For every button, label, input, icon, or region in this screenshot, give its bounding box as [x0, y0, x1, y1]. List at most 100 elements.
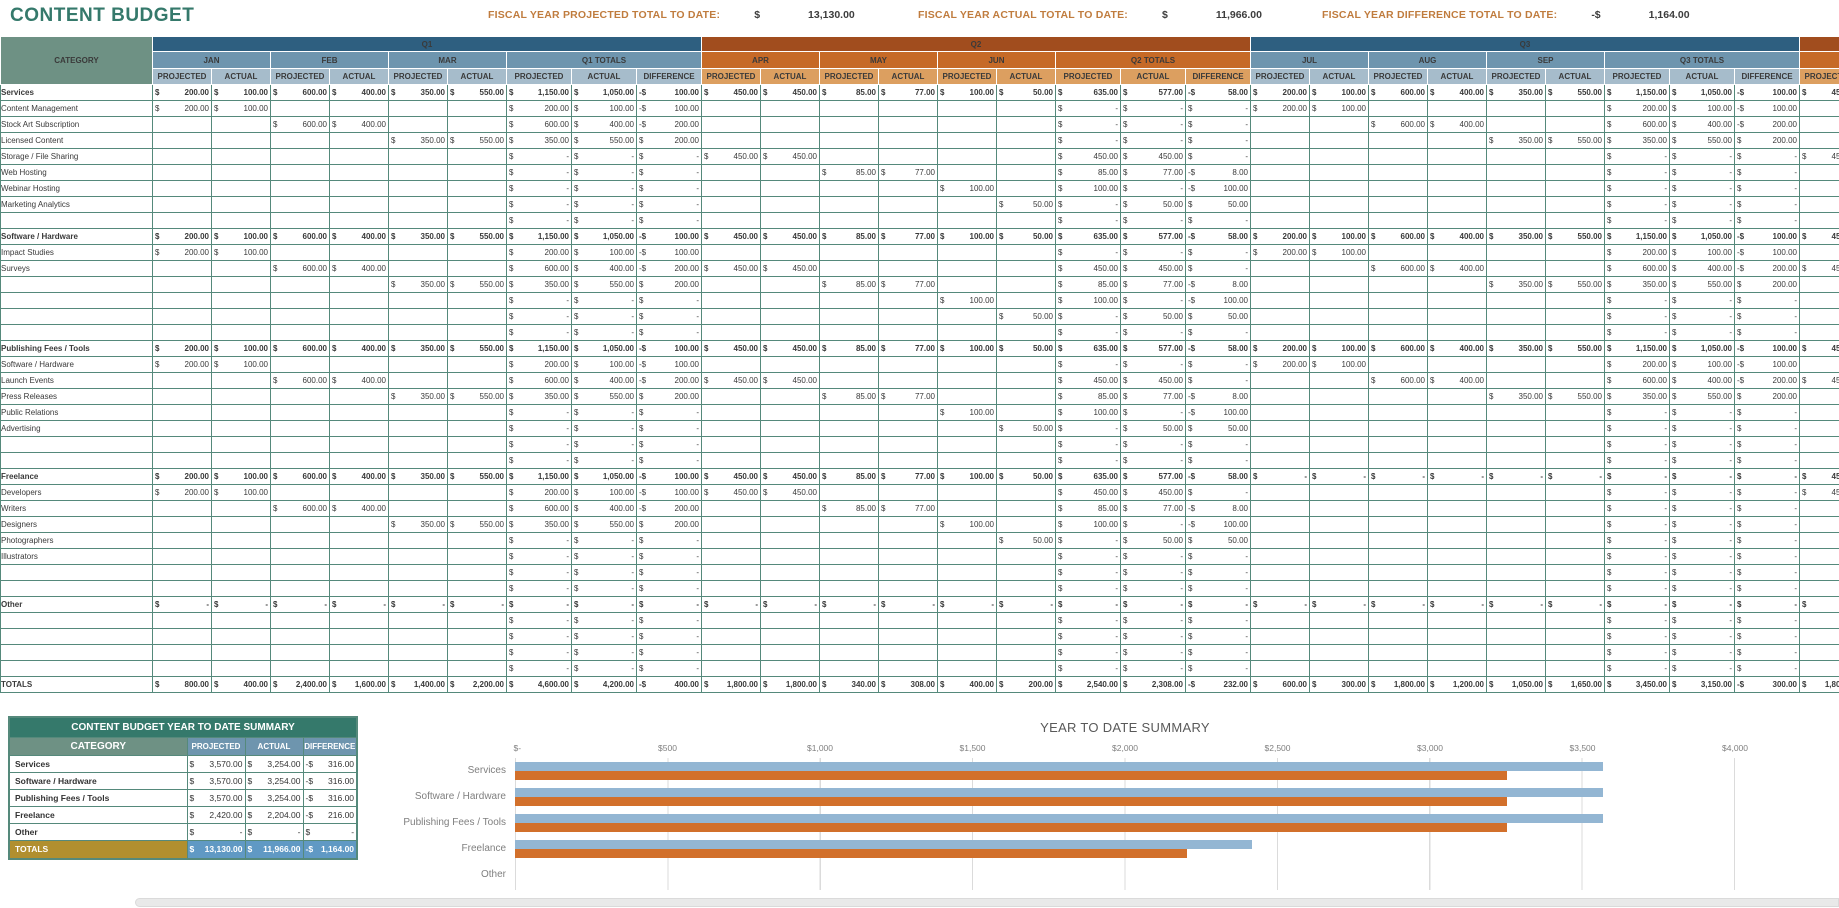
budget-cell[interactable]: $-	[506, 580, 572, 597]
budget-cell[interactable]	[1368, 308, 1428, 325]
budget-cell[interactable]	[1250, 148, 1310, 165]
budget-cell[interactable]	[1486, 260, 1546, 277]
month-header-apr[interactable]: APR	[701, 51, 820, 69]
category-cell[interactable]: Illustrators	[0, 548, 153, 565]
budget-cell[interactable]	[1799, 420, 1839, 437]
budget-cell[interactable]	[1368, 532, 1428, 549]
budget-cell[interactable]	[1250, 404, 1310, 421]
budget-cell[interactable]	[937, 644, 997, 661]
budget-cell[interactable]	[760, 548, 820, 565]
budget-cell[interactable]: $-	[1734, 644, 1800, 661]
budget-cell[interactable]: $600.00	[1368, 116, 1428, 133]
budget-cell[interactable]: $85.00	[819, 164, 879, 181]
budget-cell[interactable]	[1368, 580, 1428, 597]
budget-cell[interactable]	[1250, 628, 1310, 645]
budget-cell[interactable]	[1545, 116, 1605, 133]
budget-cell[interactable]: $-	[1055, 564, 1121, 581]
totals-cell[interactable]: $1,600.00	[329, 676, 389, 693]
totals-cell[interactable]: $1,650.00	[1545, 676, 1605, 693]
budget-cell[interactable]	[270, 564, 330, 581]
budget-cell[interactable]: $600.00	[270, 116, 330, 133]
budget-cell[interactable]	[152, 260, 212, 277]
budget-cell[interactable]: $85.00	[1055, 276, 1121, 293]
month-header-jul[interactable]: JUL	[1250, 51, 1369, 69]
budget-cell[interactable]: $200.00	[506, 244, 572, 261]
budget-cell[interactable]: $400.00	[1427, 116, 1487, 133]
budget-cell[interactable]: $100.00	[1309, 244, 1369, 261]
budget-cell[interactable]: $450.00	[1799, 468, 1839, 485]
budget-cell[interactable]: $-	[1427, 596, 1487, 613]
budget-cell[interactable]: $100.00	[1309, 356, 1369, 373]
budget-cell[interactable]: $1,150.00	[1604, 340, 1670, 357]
budget-cell[interactable]: $-	[506, 628, 572, 645]
budget-cell[interactable]	[937, 660, 997, 677]
budget-cell[interactable]	[1486, 164, 1546, 181]
category-cell[interactable]	[0, 292, 153, 309]
budget-cell[interactable]: $-	[571, 532, 637, 549]
budget-cell[interactable]: $350.00	[388, 516, 448, 533]
budget-cell[interactable]	[701, 308, 761, 325]
category-cell[interactable]: Surveys	[0, 260, 153, 277]
budget-cell[interactable]	[447, 548, 507, 565]
summary-value-cell[interactable]: -$ 316.00	[302, 788, 358, 807]
subheader-projected[interactable]: PROJECTED	[819, 68, 879, 85]
budget-cell[interactable]	[270, 548, 330, 565]
budget-cell[interactable]: $50.00	[996, 340, 1056, 357]
budget-cell[interactable]	[1368, 100, 1428, 117]
budget-cell[interactable]	[270, 628, 330, 645]
budget-cell[interactable]	[701, 196, 761, 213]
budget-cell[interactable]: $600.00	[1368, 340, 1428, 357]
budget-cell[interactable]	[878, 244, 938, 261]
budget-cell[interactable]	[878, 516, 938, 533]
budget-cell[interactable]: $-	[1185, 212, 1251, 229]
budget-cell[interactable]: $50.00	[1120, 308, 1186, 325]
budget-cell[interactable]: $200.00	[1604, 356, 1670, 373]
budget-cell[interactable]	[701, 356, 761, 373]
category-cell[interactable]: Storage / File Sharing	[0, 148, 153, 165]
budget-cell[interactable]: $50.00	[996, 420, 1056, 437]
budget-cell[interactable]: $-	[1734, 212, 1800, 229]
subheader-projected[interactable]: PROJECTED	[152, 68, 212, 85]
budget-cell[interactable]	[1309, 180, 1369, 197]
budget-cell[interactable]: -$ 8.00	[1185, 164, 1251, 181]
budget-cell[interactable]	[329, 212, 389, 229]
budget-cell[interactable]: $450.00	[1055, 260, 1121, 277]
budget-cell[interactable]: $50.00	[996, 84, 1056, 101]
budget-cell[interactable]	[152, 196, 212, 213]
budget-cell[interactable]	[878, 644, 938, 661]
budget-cell[interactable]: $-	[506, 596, 572, 613]
budget-cell[interactable]	[1309, 196, 1369, 213]
budget-cell[interactable]	[211, 260, 271, 277]
budget-cell[interactable]: $450.00	[760, 260, 820, 277]
summary-value-cell[interactable]: $3,570.00	[186, 754, 246, 773]
budget-cell[interactable]: $-	[636, 628, 702, 645]
budget-cell[interactable]	[1427, 548, 1487, 565]
budget-cell[interactable]: $50.00	[996, 308, 1056, 325]
budget-cell[interactable]: $-	[506, 196, 572, 213]
budget-cell[interactable]	[1799, 244, 1839, 261]
category-cell[interactable]	[0, 644, 153, 661]
budget-cell[interactable]	[1427, 388, 1487, 405]
budget-cell[interactable]: $-	[1120, 180, 1186, 197]
budget-cell[interactable]	[760, 612, 820, 629]
budget-cell[interactable]	[211, 532, 271, 549]
budget-cell[interactable]: $550.00	[1545, 228, 1605, 245]
budget-cell[interactable]	[996, 388, 1056, 405]
budget-cell[interactable]	[447, 212, 507, 229]
budget-cell[interactable]	[329, 628, 389, 645]
budget-cell[interactable]	[1799, 388, 1839, 405]
budget-cell[interactable]	[1799, 212, 1839, 229]
summary-value-cell[interactable]: $ -	[186, 822, 246, 841]
budget-cell[interactable]	[270, 452, 330, 469]
budget-cell[interactable]	[1427, 500, 1487, 517]
totals-cell[interactable]: $2,540.00	[1055, 676, 1121, 693]
budget-cell[interactable]	[701, 660, 761, 677]
fiscal-actual-value[interactable]: 11,966.00	[1215, 9, 1262, 21]
budget-cell[interactable]: $200.00	[152, 84, 212, 101]
budget-cell[interactable]: $77.00	[1120, 500, 1186, 517]
budget-cell[interactable]: -$ 8.00	[1185, 388, 1251, 405]
budget-cell[interactable]	[701, 452, 761, 469]
budget-cell[interactable]: $100.00	[937, 340, 997, 357]
budget-cell[interactable]: $-	[1669, 404, 1735, 421]
budget-cell[interactable]	[996, 244, 1056, 261]
